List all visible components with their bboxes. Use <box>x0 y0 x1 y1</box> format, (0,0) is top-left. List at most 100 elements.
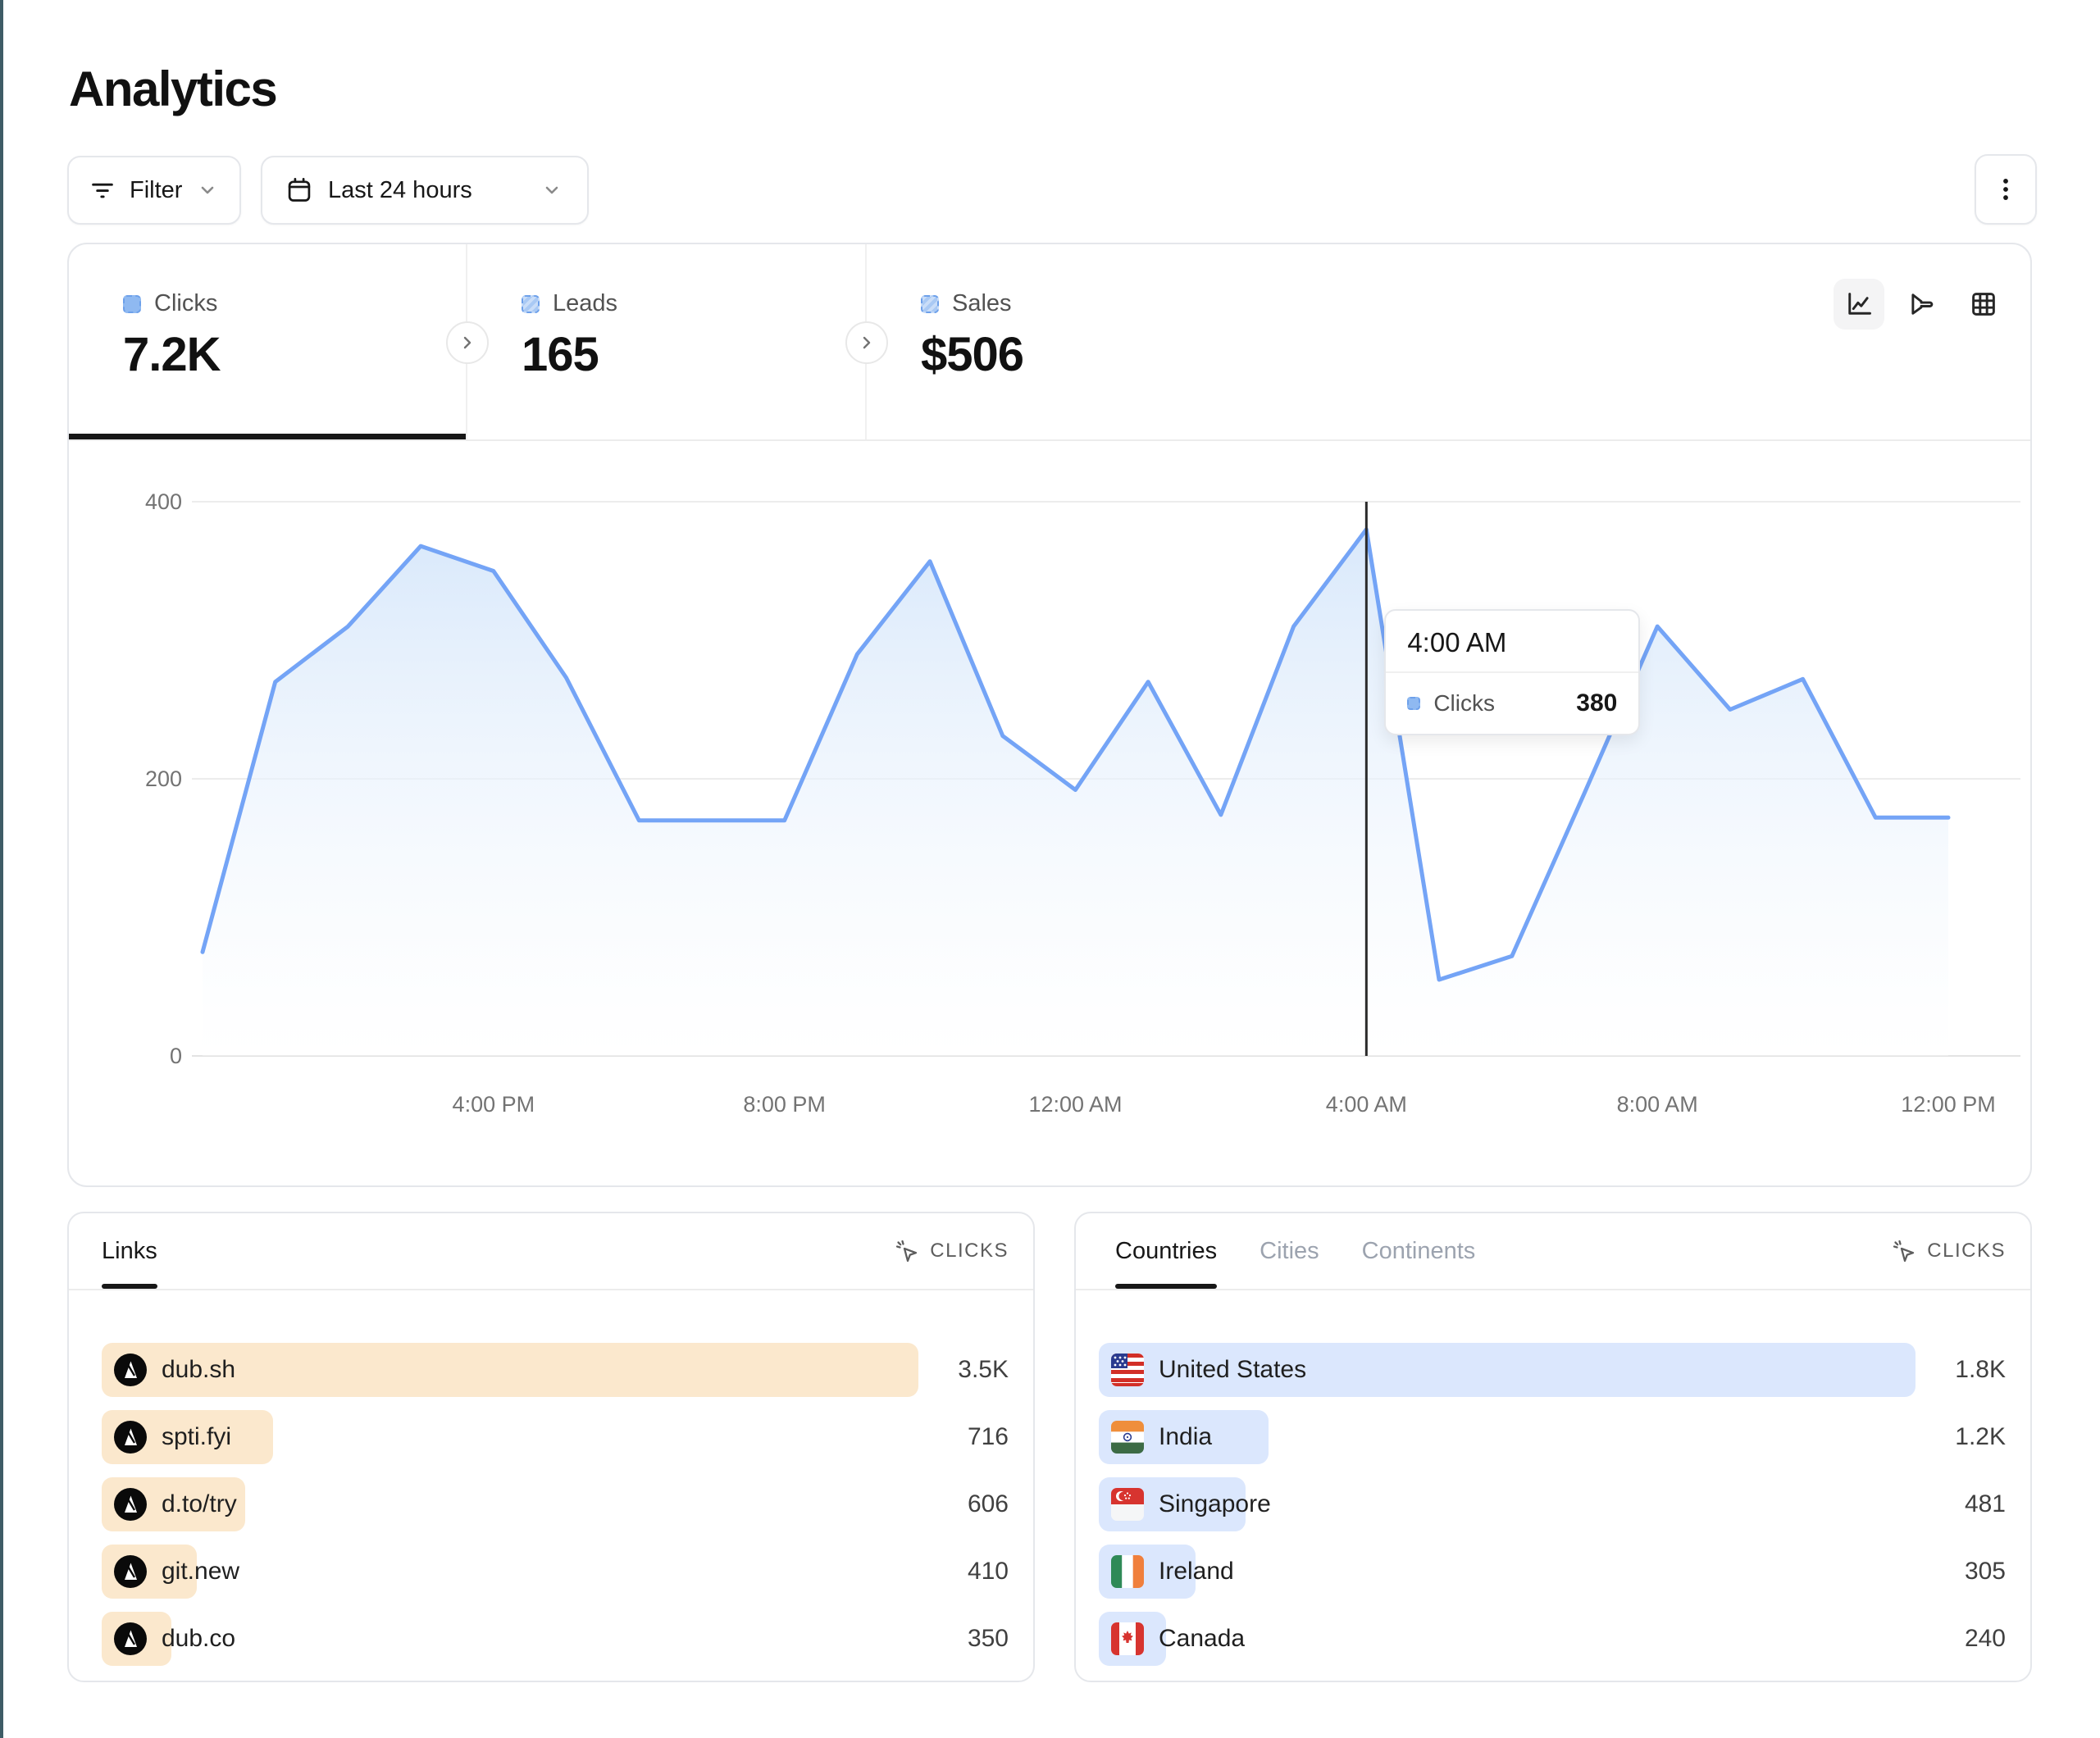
dub-logo-icon <box>114 1354 147 1386</box>
view-toggle-table-grid-icon[interactable] <box>1958 279 2009 330</box>
tab-countries[interactable]: Countries <box>1115 1213 1218 1289</box>
stat-value: 165 <box>522 328 599 381</box>
svg-text:8:00 AM: 8:00 AM <box>1617 1092 1698 1117</box>
row-value: 410 <box>967 1558 1009 1585</box>
stat-divider-chevron-leads[interactable] <box>446 321 489 364</box>
svg-text:0: 0 <box>170 1044 182 1068</box>
filter-button[interactable]: Filter <box>67 156 241 225</box>
chevron-down-icon <box>195 178 220 202</box>
row-value: 481 <box>1964 1490 2006 1517</box>
filter-icon <box>89 176 116 204</box>
row-value: 1.2K <box>1955 1423 2006 1450</box>
clicks-chart[interactable]: 0 200 400 4:00 PM 8:00 PM 12:00 AM 4:00 AM 8:00… <box>69 441 2030 1185</box>
stat-tab-sales[interactable]: Sales $506 <box>867 244 2030 439</box>
stat-value: 7.2K <box>123 328 221 381</box>
stat-tab-clicks[interactable]: Clicks 7.2K <box>69 244 467 439</box>
area-chart: 0 200 400 4:00 PM 8:00 PM 12:00 AM 4:00 AM 8:00… <box>145 489 2020 1117</box>
value-bar <box>102 1343 918 1397</box>
analytics-card: Clicks 7.2K Leads 165 Sales $506 0 200 400 4:00 … <box>67 243 2032 1187</box>
svg-text:200: 200 <box>145 767 182 791</box>
svg-text:400: 400 <box>145 489 182 514</box>
svg-text:8:00 PM: 8:00 PM <box>743 1092 826 1117</box>
countries-panel: Countries Cities Continents CLICKS United … <box>1074 1212 2032 1682</box>
links-panel: Links CLICKS dub.sh 3.5K spti.fyi 716 d.to/t… <box>67 1212 1035 1682</box>
row-value: 240 <box>1964 1625 2006 1652</box>
page-title: Analytics <box>69 61 278 116</box>
in-flag-icon <box>1111 1421 1144 1454</box>
kebab-menu-icon <box>1992 174 2020 205</box>
list-item-spti-fyi[interactable]: spti.fyi 716 <box>102 1410 1009 1464</box>
sort-label: CLICKS <box>930 1240 1009 1262</box>
view-toggle-line-chart-icon[interactable] <box>1834 279 1884 330</box>
table-grid-icon <box>1972 293 1995 316</box>
tooltip-value: 380 <box>1576 689 1618 717</box>
sales-legend-swatch <box>921 294 939 313</box>
tab-cities[interactable]: Cities <box>1260 1213 1319 1289</box>
clicks-legend-swatch <box>123 294 141 313</box>
list-item-d-to-try[interactable]: d.to/try 606 <box>102 1477 1009 1531</box>
list-item-india[interactable]: India 1.2K <box>1099 1410 2006 1464</box>
row-label: git.new <box>162 1558 240 1585</box>
stat-label: Clicks <box>154 290 218 316</box>
svg-text:4:00 AM: 4:00 AM <box>1326 1092 1407 1117</box>
list-item-united-states[interactable]: United States 1.8K <box>1099 1343 2006 1397</box>
row-label: d.to/try <box>162 1490 237 1517</box>
list-item-singapore[interactable]: Singapore 481 <box>1099 1477 2006 1531</box>
dub-logo-icon <box>114 1555 147 1588</box>
row-value: 3.5K <box>958 1356 1009 1383</box>
calendar-icon <box>285 176 313 204</box>
svg-text:12:00 AM: 12:00 AM <box>1028 1092 1122 1117</box>
leads-legend-swatch <box>522 294 540 313</box>
stat-tab-leads[interactable]: Leads 165 <box>467 244 867 439</box>
row-value: 716 <box>967 1423 1009 1450</box>
list-item-dub-sh[interactable]: dub.sh 3.5K <box>102 1343 1009 1397</box>
row-label: Ireland <box>1159 1558 1234 1585</box>
svg-text:4:00 PM: 4:00 PM <box>453 1092 535 1117</box>
row-value: 350 <box>967 1625 1009 1652</box>
row-value: 305 <box>1964 1558 2006 1585</box>
click-cursor-icon <box>894 1238 920 1264</box>
stats-tabs: Clicks 7.2K Leads 165 Sales $506 <box>69 244 2030 441</box>
line-chart-icon <box>1848 293 1871 315</box>
stat-divider-chevron-sales[interactable] <box>845 321 888 364</box>
dub-logo-icon <box>114 1421 147 1454</box>
row-value: 606 <box>967 1490 1009 1517</box>
more-options-button[interactable] <box>1975 154 2037 225</box>
row-value: 1.8K <box>1955 1356 2006 1383</box>
list-item-ireland[interactable]: Ireland 305 <box>1099 1545 2006 1599</box>
list-item-dub-co[interactable]: dub.co 350 <box>102 1612 1009 1666</box>
chart-tooltip: 4:00 AM Clicks 380 <box>1384 609 1641 735</box>
countries-sort-by-clicks[interactable]: CLICKS <box>1891 1238 2006 1264</box>
filter-button-label: Filter <box>130 176 183 203</box>
stat-label: Sales <box>952 290 1012 316</box>
view-toggle-funnel-icon[interactable] <box>1896 279 1947 330</box>
sort-label: CLICKS <box>1927 1240 2006 1262</box>
us-flag-icon <box>1111 1354 1144 1386</box>
chevron-right-icon <box>856 332 877 353</box>
date-range-label: Last 24 hours <box>328 176 472 203</box>
row-label: Singapore <box>1159 1490 1271 1517</box>
links-panel-header: Links CLICKS <box>69 1213 1033 1290</box>
row-label: United States <box>1159 1356 1307 1383</box>
sg-flag-icon <box>1111 1488 1144 1521</box>
links-sort-by-clicks[interactable]: CLICKS <box>894 1238 1009 1264</box>
dub-logo-icon <box>114 1622 147 1655</box>
tab-links[interactable]: Links <box>102 1213 157 1289</box>
ca-flag-icon <box>1111 1622 1144 1655</box>
ie-flag-icon <box>1111 1555 1144 1588</box>
tooltip-time: 4:00 AM <box>1386 611 1639 673</box>
funnel-icon <box>1911 293 1934 315</box>
tab-continents[interactable]: Continents <box>1362 1213 1476 1289</box>
view-toggle <box>1834 279 2009 330</box>
list-item-git-new[interactable]: git.new 410 <box>102 1545 1009 1599</box>
row-label: dub.sh <box>162 1356 236 1383</box>
stat-label: Leads <box>553 290 618 316</box>
svg-text:12:00 PM: 12:00 PM <box>1901 1092 1996 1117</box>
chevron-down-icon <box>540 178 564 202</box>
date-range-button[interactable]: Last 24 hours <box>261 156 589 225</box>
row-label: India <box>1159 1423 1213 1450</box>
chevron-right-icon <box>457 332 478 353</box>
tooltip-series-label: Clicks <box>1433 690 1495 716</box>
list-item-canada[interactable]: Canada 240 <box>1099 1612 2006 1666</box>
clicks-legend-swatch <box>1407 697 1421 710</box>
